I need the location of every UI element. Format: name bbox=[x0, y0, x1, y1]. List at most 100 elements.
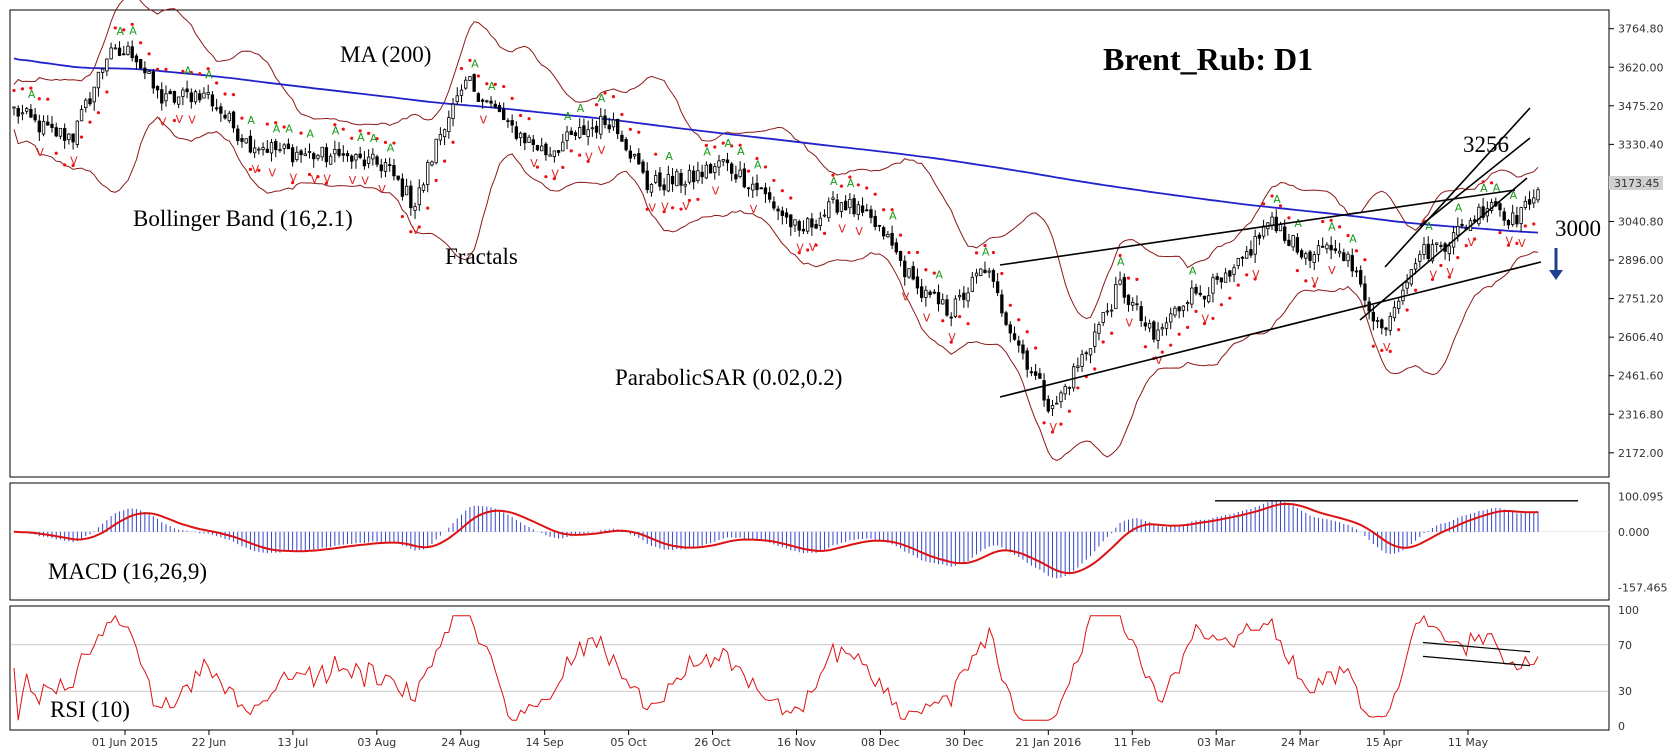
candle-body bbox=[696, 170, 700, 181]
candle-body bbox=[328, 155, 333, 165]
x-tick-label: 01 Jun 2015 bbox=[92, 736, 158, 749]
candle-body bbox=[911, 266, 915, 280]
fractal-up: A bbox=[307, 127, 315, 140]
candle-body bbox=[907, 268, 911, 278]
candle-body bbox=[1257, 234, 1262, 239]
candle-body bbox=[1109, 309, 1114, 312]
candle-body bbox=[379, 164, 383, 172]
candle-body bbox=[1536, 189, 1540, 201]
candle-body bbox=[421, 184, 426, 191]
candle-body bbox=[240, 138, 244, 142]
candle-body bbox=[198, 93, 202, 101]
fractal-up: A bbox=[1328, 220, 1336, 233]
candle-body bbox=[628, 150, 633, 159]
candle-body bbox=[1236, 258, 1240, 267]
sar-dot bbox=[367, 131, 371, 135]
candle-body bbox=[231, 111, 236, 129]
candle-body bbox=[151, 71, 155, 89]
candle-body bbox=[1287, 239, 1291, 246]
sar-dot bbox=[1034, 346, 1038, 350]
sar-dot bbox=[645, 207, 649, 211]
candle-body bbox=[1291, 235, 1295, 248]
price-tick-label: 2461.60 bbox=[1618, 370, 1664, 383]
candle-body bbox=[219, 106, 223, 114]
fractal-up: A bbox=[471, 57, 479, 70]
candle-body bbox=[586, 129, 590, 138]
sar-dot bbox=[552, 176, 556, 181]
candle-body bbox=[649, 184, 654, 193]
sar-dot bbox=[1523, 224, 1527, 228]
sar-dot bbox=[1211, 316, 1215, 321]
candle-body bbox=[1008, 324, 1012, 334]
candle-body bbox=[493, 103, 497, 108]
candle-body bbox=[1245, 251, 1249, 259]
sar-dot bbox=[763, 165, 768, 169]
candle-body bbox=[1122, 277, 1126, 298]
candle-body bbox=[1354, 270, 1359, 273]
candle-body bbox=[1198, 292, 1202, 296]
x-tick-label: 21 Jan 2016 bbox=[1015, 736, 1081, 749]
sar-label: ParabolicSAR (0.02,0.2) bbox=[615, 365, 842, 390]
fractal-up: A bbox=[724, 137, 732, 150]
candle-body bbox=[269, 142, 274, 154]
sar-dot bbox=[88, 120, 92, 124]
candle-body bbox=[337, 148, 341, 156]
sar-dot bbox=[1380, 348, 1384, 352]
candle-body bbox=[569, 130, 573, 135]
sar-dot bbox=[1186, 325, 1190, 329]
candle-body bbox=[1342, 252, 1346, 262]
candle-body bbox=[185, 88, 189, 93]
candle-body bbox=[236, 128, 240, 141]
sar-dot bbox=[1346, 233, 1350, 238]
sar-dot bbox=[1515, 241, 1519, 246]
x-tick-label: 11 May bbox=[1448, 736, 1489, 749]
candle-body bbox=[1033, 371, 1038, 376]
sar-dot bbox=[181, 69, 185, 73]
candle-body bbox=[746, 187, 751, 190]
sar-dot bbox=[274, 121, 278, 125]
candle-body bbox=[839, 202, 844, 212]
candle-body bbox=[286, 143, 291, 150]
candle-body bbox=[1207, 295, 1211, 303]
bollinger-upper bbox=[13, 0, 1539, 320]
candle-body bbox=[442, 129, 447, 138]
sar-dot bbox=[915, 250, 920, 255]
sar-dot bbox=[510, 96, 514, 101]
sar-dot bbox=[1067, 409, 1072, 413]
candle-body bbox=[793, 219, 797, 226]
fractal-down: V bbox=[809, 241, 817, 254]
sar-dot bbox=[383, 140, 388, 144]
fractal-down: V bbox=[70, 155, 78, 168]
candle-body bbox=[316, 155, 320, 159]
candle-body bbox=[523, 132, 527, 144]
candle-body bbox=[1017, 340, 1021, 346]
candle-body bbox=[1321, 245, 1325, 248]
sar-dot bbox=[1388, 349, 1392, 353]
fractal-up: A bbox=[332, 125, 340, 138]
candle-body bbox=[1059, 392, 1063, 403]
candle-body bbox=[1375, 319, 1380, 322]
candle-body bbox=[1439, 245, 1443, 247]
macd-label: MACD (16,26,9) bbox=[48, 559, 207, 584]
candle-body bbox=[117, 47, 122, 56]
candle-body bbox=[869, 209, 873, 218]
fractal-down: V bbox=[948, 331, 956, 344]
price-tick-label: 3764.80 bbox=[1618, 23, 1664, 36]
sar-dot bbox=[493, 82, 497, 86]
fractal-up: A bbox=[1510, 189, 1518, 202]
candle-body bbox=[708, 164, 713, 174]
sar-dot bbox=[324, 181, 328, 185]
fractal-down: V bbox=[855, 225, 863, 238]
price-tick-label: 2316.80 bbox=[1618, 408, 1664, 421]
price-panel bbox=[9, 9, 1610, 478]
fractal-up: A bbox=[737, 145, 745, 158]
x-tick-label: 11 Feb bbox=[1114, 736, 1151, 749]
candle-body bbox=[1177, 306, 1181, 312]
candle-body bbox=[1519, 207, 1523, 224]
fractal-up: A bbox=[982, 246, 990, 259]
candle-body bbox=[1114, 284, 1118, 310]
candle-body bbox=[506, 120, 510, 123]
candle-body bbox=[472, 74, 476, 92]
fractal-down: V bbox=[923, 312, 931, 325]
